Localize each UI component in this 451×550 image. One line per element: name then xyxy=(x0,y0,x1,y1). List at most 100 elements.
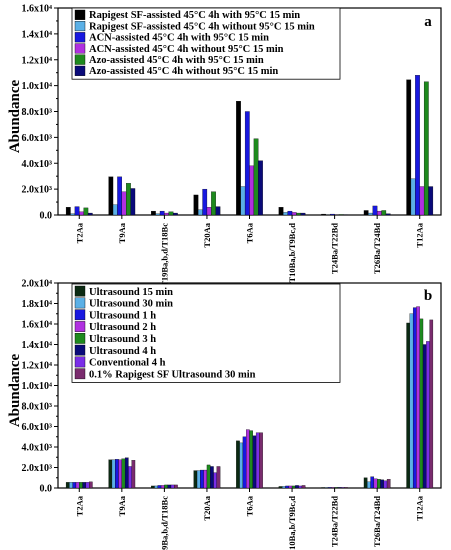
bar xyxy=(130,188,136,216)
bar xyxy=(69,482,73,489)
bar xyxy=(416,306,420,489)
legend-label: ACN-assisted 45°C 4h without 95°C 15 min xyxy=(89,44,284,55)
legend-swatch xyxy=(74,32,86,43)
bar xyxy=(115,459,119,489)
y-axis-label: Abundance xyxy=(7,353,23,427)
x-tick-label: T10Ba,b/T9Bc,d xyxy=(287,223,297,283)
bar xyxy=(117,176,122,216)
y-tick-label: 1.0x10⁴ xyxy=(22,381,53,392)
bar xyxy=(157,485,162,489)
legend-label: Rapigest SF-assisted 45°C 4h without 95°… xyxy=(89,21,315,32)
y-tick-label: 8.0x10³ xyxy=(22,107,53,118)
bar xyxy=(246,429,250,489)
bar xyxy=(213,472,217,489)
bar xyxy=(385,213,391,216)
bar xyxy=(82,482,87,489)
bar xyxy=(128,466,132,489)
bar xyxy=(258,160,263,216)
legend-swatch xyxy=(74,297,86,309)
legend-swatch xyxy=(74,54,86,65)
legend-label: Ultrasound 2 h xyxy=(89,322,156,333)
bar xyxy=(236,440,240,489)
bar xyxy=(288,485,293,489)
legend-swatch xyxy=(74,356,86,368)
bar xyxy=(72,482,77,489)
y-tick-label: 1.0x10⁴ xyxy=(22,81,53,92)
bar xyxy=(381,210,387,216)
bar xyxy=(278,486,283,489)
bar xyxy=(383,480,388,489)
bar xyxy=(285,485,289,489)
bar xyxy=(236,101,241,216)
y-axis-label: Abundance xyxy=(7,79,23,153)
bar xyxy=(426,341,430,489)
bar xyxy=(85,482,90,489)
panel-label: a xyxy=(424,14,432,30)
bar xyxy=(200,469,204,489)
y-tick-label: 1.6x10⁴ xyxy=(22,320,53,331)
bar xyxy=(330,213,335,216)
x-tick-label: T6Aa xyxy=(245,222,255,243)
bar xyxy=(242,436,247,489)
bar xyxy=(239,442,244,489)
bar xyxy=(170,484,175,489)
bar xyxy=(206,464,211,489)
bar xyxy=(386,479,391,489)
bar xyxy=(193,470,198,489)
legend-swatch xyxy=(74,43,86,54)
bar xyxy=(423,81,429,216)
x-tick-label: T26Ba/T24Bd xyxy=(372,496,382,547)
legend-swatch xyxy=(74,21,86,32)
x-tick-label: T2Aa xyxy=(74,222,84,243)
y-tick-label: 1.6x10⁴ xyxy=(22,4,53,15)
legend-swatch xyxy=(74,65,86,76)
bar xyxy=(108,176,114,216)
bar xyxy=(168,211,174,216)
legend-label: Ultrasound 4 h xyxy=(89,346,156,357)
bar xyxy=(301,485,306,489)
bar xyxy=(363,210,369,216)
bar xyxy=(327,487,332,489)
bar xyxy=(291,485,296,489)
legend-label: Ultrasound 3 h xyxy=(89,334,156,345)
x-tick-label: T9Aa xyxy=(117,495,127,516)
bar xyxy=(367,481,371,489)
y-tick-label: 2.0x10⁴ xyxy=(22,279,53,290)
x-tick-label: T2Aa xyxy=(74,495,84,516)
y-tick-label: 8.0x10³ xyxy=(22,402,53,413)
x-tick-label: T24Ba/T22Bd xyxy=(330,223,340,274)
bar xyxy=(428,186,434,216)
bar xyxy=(154,485,158,489)
bar xyxy=(377,210,382,216)
bar xyxy=(287,210,293,216)
bar xyxy=(197,209,203,216)
bar xyxy=(252,435,257,489)
bar xyxy=(282,486,286,489)
legend-label: Azo-assisted 45°C 4h with 95°C 15 min xyxy=(89,55,264,66)
bar xyxy=(108,459,113,489)
bar xyxy=(377,479,381,489)
x-tick-label: T24Ba/T22Bd xyxy=(330,496,340,547)
bar xyxy=(111,459,116,489)
bar xyxy=(406,322,410,489)
bar xyxy=(380,479,384,489)
x-tick-label: T20Aa xyxy=(202,495,212,520)
x-tick-label: T26Ba/T24Bd xyxy=(372,223,382,274)
bar xyxy=(368,212,373,216)
bar xyxy=(334,487,339,489)
bar xyxy=(331,487,335,489)
bar xyxy=(240,186,246,216)
chart-panel-a: 0.0 2.0x10³ 4.0x10³ 6.0x10³ 8.0x10³ 1.0x10⁴ 1.… xyxy=(7,4,442,287)
bar xyxy=(344,487,348,489)
bar xyxy=(409,313,414,489)
y-tick-label: 2.0x10³ xyxy=(22,463,53,474)
bar xyxy=(249,165,255,216)
bar xyxy=(112,204,118,216)
bar xyxy=(151,485,155,489)
bar xyxy=(202,188,208,216)
y-tick-label: 1.2x10⁴ xyxy=(22,361,53,372)
bar xyxy=(216,466,221,489)
bar xyxy=(296,212,302,216)
bar xyxy=(160,485,165,489)
legend-swatch xyxy=(74,309,86,321)
